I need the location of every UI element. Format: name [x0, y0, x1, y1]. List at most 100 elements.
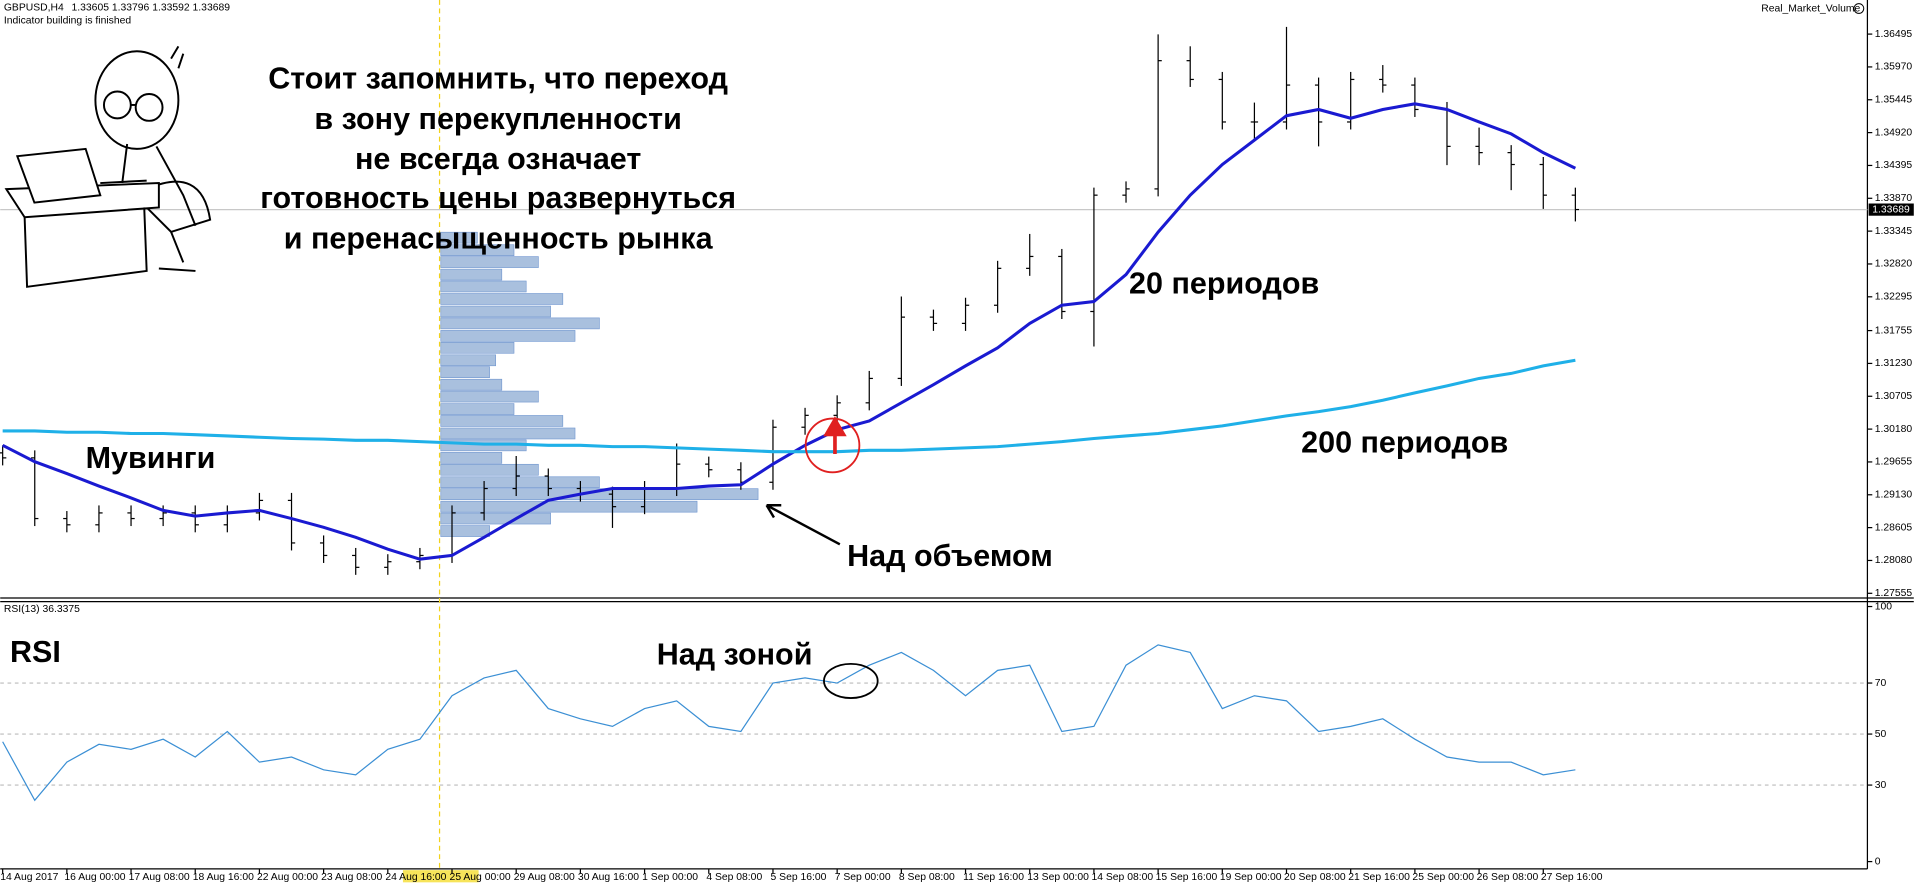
x-tick-label: 29 Aug 08:00 [514, 872, 575, 883]
quote-high: 1.33796 [112, 2, 150, 13]
annotation: Мувинги [86, 441, 216, 475]
x-tick-label: 14 Sep 08:00 [1091, 872, 1153, 883]
y-tick-label: 1.31755 [1875, 325, 1913, 336]
x-tick-label: 23 Aug 08:00 [321, 872, 382, 883]
y-tick-label: 50 [1875, 729, 1887, 740]
y-tick-label: 1.35970 [1875, 62, 1913, 73]
volume-bar [440, 403, 515, 415]
volume-bar [440, 463, 539, 476]
volume-bar [440, 415, 564, 427]
y-tick-label: 1.32820 [1875, 259, 1913, 270]
volume-bar [440, 500, 698, 513]
highlight-ellipse [823, 662, 879, 699]
y-tick-label: 1.28605 [1875, 522, 1913, 533]
volume-bar [440, 476, 600, 489]
volume-bar [440, 390, 539, 403]
x-tick-label: 8 Sep 08:00 [899, 872, 955, 883]
x-tick-label: 25 Sep 00:00 [1412, 872, 1474, 883]
x-tick-label: 19 Sep 00:00 [1220, 872, 1282, 883]
y-tick-label: 1.32295 [1875, 292, 1913, 303]
x-tick-label: 22 Aug 00:00 [257, 872, 318, 883]
x-tick-label: 25 Aug 00:00 [450, 872, 511, 883]
x-tick-label: 15 Sep 16:00 [1156, 872, 1218, 883]
x-tick-label: 24 Aug 16:00 [385, 872, 446, 883]
x-tick-label: 5 Sep 16:00 [771, 872, 827, 883]
y-tick-label: 1.35445 [1875, 95, 1913, 106]
annotation: RSI [10, 635, 61, 669]
y-tick-label: 1.27555 [1875, 588, 1913, 599]
x-tick-label: 7 Sep 00:00 [835, 872, 891, 883]
rsi-last: 36.3375 [42, 604, 80, 615]
note-line: Стоит запомнить, что переход [268, 62, 728, 96]
note: Стоит запомнить, что переход в зону пере… [260, 62, 736, 256]
rsi-line [2, 644, 1576, 802]
up-arrow [823, 416, 847, 454]
symbol: GBPUSD,H4 [4, 2, 64, 13]
quote-close: 1.33689 [193, 2, 231, 13]
highlight-circle [804, 417, 861, 474]
annotation: Над зоной [657, 638, 813, 672]
time-highlight [402, 870, 479, 883]
volume-bar [440, 452, 503, 464]
x-tick-label: 14 Aug 2017 [0, 872, 58, 883]
volume-bar [440, 525, 490, 537]
indicator-icon [1853, 3, 1865, 14]
y-tick-label: 1.36495 [1875, 29, 1913, 40]
volume-bar [440, 427, 576, 440]
volume-bar [440, 256, 539, 268]
annotation: 200 периодов [1301, 425, 1508, 459]
rsi-header: RSI(13) 36.3375 [4, 604, 80, 615]
arrow [765, 504, 841, 546]
note-line: в зону перекупленности [314, 102, 681, 136]
quote-open: 1.33605 [72, 2, 110, 13]
y-tick-label: 100 [1875, 601, 1893, 612]
volume-bar [440, 317, 600, 330]
y-tick-label: 1.33345 [1875, 226, 1913, 237]
moving-average [1, 102, 1577, 561]
annotation: Над объемом [847, 539, 1053, 573]
x-tick-label: 13 Sep 00:00 [1027, 872, 1089, 883]
y-tick-label: 1.34920 [1875, 127, 1913, 138]
volume-bar [440, 293, 564, 305]
x-tick-label: 17 Aug 08:00 [129, 872, 190, 883]
indicator-name: Real_Market_Volume [1761, 3, 1860, 14]
plot-layer: 1.36495 1.35970 1.35445 1.34920 1.34395 1.338… [0, 26, 1914, 883]
annotation: 20 периодов [1129, 267, 1319, 301]
volume-bar [440, 341, 515, 354]
y-tick-label: 70 [1875, 678, 1887, 689]
x-tick-label: 27 Sep 16:00 [1541, 872, 1603, 883]
y-tick-label: 1.31230 [1875, 358, 1913, 369]
x-tick-label: 16 Aug 00:00 [64, 872, 125, 883]
y-tick-label: 1.34395 [1875, 160, 1913, 171]
last-price-box [1868, 203, 1914, 216]
y-tick-label: 1.29130 [1875, 490, 1913, 501]
volume-bar [440, 330, 576, 342]
x-tick-label: 26 Sep 08:00 [1477, 872, 1539, 883]
volume-bar [440, 268, 503, 281]
note-line: не всегда означает [355, 142, 641, 176]
x-tick-label: 20 Sep 08:00 [1284, 872, 1346, 883]
x-tick-label: 11 Sep 16:00 [963, 872, 1024, 883]
volume-bar [440, 488, 759, 500]
quote-low: 1.33592 [152, 2, 190, 13]
volume-bar [440, 378, 503, 391]
header: GBPUSD,H4 1.33605 1.33796 1.33592 1.3368… [4, 2, 230, 13]
volume-bar [440, 244, 515, 257]
y-tick-label: 30 [1875, 780, 1887, 791]
moving-average [2, 358, 1576, 454]
y-tick-label: 1.30705 [1875, 391, 1913, 402]
volume-bar [440, 280, 527, 293]
x-tick-label: 4 Sep 08:00 [706, 872, 762, 883]
note-line: готовность цены развернуться [260, 181, 736, 215]
volume-bar [440, 354, 496, 367]
volume-bar [440, 231, 478, 244]
y-tick-label: 1.29655 [1875, 457, 1913, 468]
y-tick-label: 0 [1875, 856, 1881, 867]
volume-bar [440, 512, 551, 525]
x-tick-label: 21 Sep 16:00 [1348, 872, 1410, 883]
note-line: и перенасыщенность рынка [284, 221, 714, 255]
cartoon [4, 45, 212, 288]
last-price-label: 1.33689 [1872, 204, 1910, 215]
